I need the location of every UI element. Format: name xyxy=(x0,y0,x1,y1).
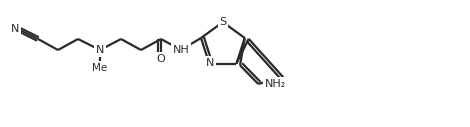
Text: O: O xyxy=(157,54,165,64)
Text: N: N xyxy=(206,58,214,68)
Text: N: N xyxy=(11,24,19,34)
Text: NH₂: NH₂ xyxy=(265,79,286,89)
Text: S: S xyxy=(219,17,227,27)
Text: N: N xyxy=(96,45,104,55)
Text: NH: NH xyxy=(172,45,189,55)
Text: Me: Me xyxy=(93,63,108,73)
